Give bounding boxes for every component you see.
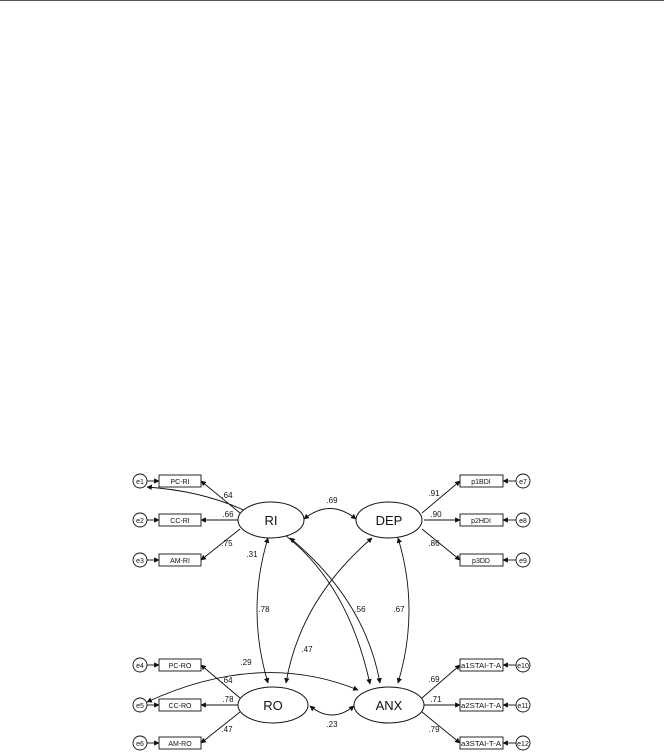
latent-dep-node (355, 501, 423, 539)
corr-dep-anx: .67 (393, 605, 405, 614)
error-e9-node (515, 552, 531, 568)
corr-e1-anx: .31 (246, 550, 258, 559)
loading-pc-ro: .64 (221, 676, 233, 685)
corr-arc-e1-anx (146, 484, 372, 685)
loading-p3dd: .86 (428, 539, 440, 548)
corr-ro-anx: .23 (326, 720, 338, 729)
indicator-pc-ro-label: PC-RO (169, 663, 192, 670)
error-e5-label: e5 (136, 703, 144, 710)
indicator-am-ri-box (158, 553, 202, 567)
indicator-a2stai-label: a2STAI-T-A (461, 703, 501, 710)
latent-ri-label: RI (265, 513, 278, 528)
indicator-pc-ri-box (158, 474, 202, 488)
corr-ri-anx: .56 (354, 605, 366, 614)
indicator-am-ri-label: AM-RI (170, 558, 190, 565)
loading-am-ri: .75 (221, 539, 233, 548)
latent-ro-node (237, 686, 309, 724)
error-e6-node (132, 735, 148, 751)
error-e2-label: e2 (136, 518, 144, 525)
indicator-p2hdi-box (459, 513, 504, 527)
error-e5-node (132, 697, 148, 713)
loading-p1bdi: .91 (428, 489, 440, 498)
path-ri-pc (200, 480, 241, 514)
loading-cc-ro: .78 (222, 695, 234, 704)
path-anx-a1 (421, 664, 461, 699)
error-e4-node (132, 657, 148, 673)
loading-a3stai: .79 (428, 725, 440, 734)
error-e1-node (132, 473, 148, 489)
error-e12-label: e12 (517, 741, 529, 748)
indicator-a3stai-label: a3STAI-T-A (461, 741, 501, 748)
error-e9-label: e9 (519, 558, 527, 565)
indicator-p3dd-box (459, 553, 504, 567)
corr-e5-anx: .29 (240, 658, 252, 667)
error-e7-node (515, 473, 531, 489)
error-e12-node (515, 735, 531, 751)
path-anx-a3 (421, 711, 461, 744)
indicator-am-ro-label: AM-RO (168, 741, 192, 748)
indicator-cc-ro-label: CC-RO (169, 703, 192, 710)
indicator-cc-ri-label: CC-RI (170, 518, 189, 525)
loading-pc-ri: .64 (221, 491, 233, 500)
indicator-p3dd-label: p3DD (472, 558, 490, 565)
error-e8-label: e8 (519, 518, 527, 525)
path-dep-p3 (421, 528, 461, 561)
path-dep-p1 (421, 480, 461, 514)
corr-ri-dep: .69 (326, 496, 338, 505)
error-e1-label: e1 (136, 479, 144, 486)
indicator-cc-ri-box (158, 513, 202, 527)
indicator-pc-ri-label: PC-RI (170, 479, 189, 486)
indicator-pc-ro-box (158, 658, 202, 672)
error-e3-node (132, 552, 148, 568)
error-e7-label: e7 (519, 479, 527, 486)
indicator-a1stai-label: a1STAI-T-A (461, 663, 501, 670)
path-ro-am (200, 711, 241, 744)
corr-arc-ri-dep (303, 508, 357, 520)
latent-anx-label: ANX (376, 698, 403, 713)
path-ri-am (200, 528, 241, 561)
loading-a1stai: .69 (428, 675, 440, 684)
indicator-cc-ro-box (158, 698, 202, 712)
loading-a2stai: .71 (430, 695, 442, 704)
indicator-p1bdi-box (459, 474, 504, 488)
loading-am-ro: .47 (221, 725, 233, 734)
error-e2-node (132, 512, 148, 528)
corr-dep-ro: .47 (301, 645, 313, 654)
indicator-p1bdi-label: p1BDI (471, 479, 491, 486)
indicator-p2hdi-label: p2HDI (471, 518, 491, 525)
error-e11-node (515, 697, 531, 713)
loading-cc-ri: .66 (222, 510, 234, 519)
error-e8-node (515, 512, 531, 528)
error-e4-label: e4 (136, 663, 144, 670)
corr-arc-ro-anx (309, 705, 355, 716)
corr-ri-ro: .78 (258, 605, 270, 614)
latent-ro-label: RO (263, 698, 283, 713)
error-e10-label: e10 (517, 663, 529, 670)
corr-arc-ri-anx (289, 537, 382, 684)
latent-anx-node (353, 686, 425, 724)
corr-arc-e5-anx (146, 672, 359, 703)
error-e3-label: e3 (136, 558, 144, 565)
error-e6-label: e6 (136, 741, 144, 748)
error-e10-node (515, 657, 531, 673)
indicator-am-ro-box (158, 736, 202, 750)
latent-dep-label: DEP (376, 513, 403, 528)
error-e11-label: e11 (517, 703, 528, 710)
path-ro-pc (200, 664, 241, 699)
indicator-a2stai-box (459, 698, 504, 712)
corr-arc-dep-anx (396, 537, 410, 684)
indicator-a1stai-box (459, 658, 504, 672)
loading-p2hdi: .90 (430, 510, 442, 519)
latent-ri-node (237, 501, 305, 539)
indicator-a3stai-box (459, 736, 504, 750)
page-top-rule (0, 0, 664, 1)
